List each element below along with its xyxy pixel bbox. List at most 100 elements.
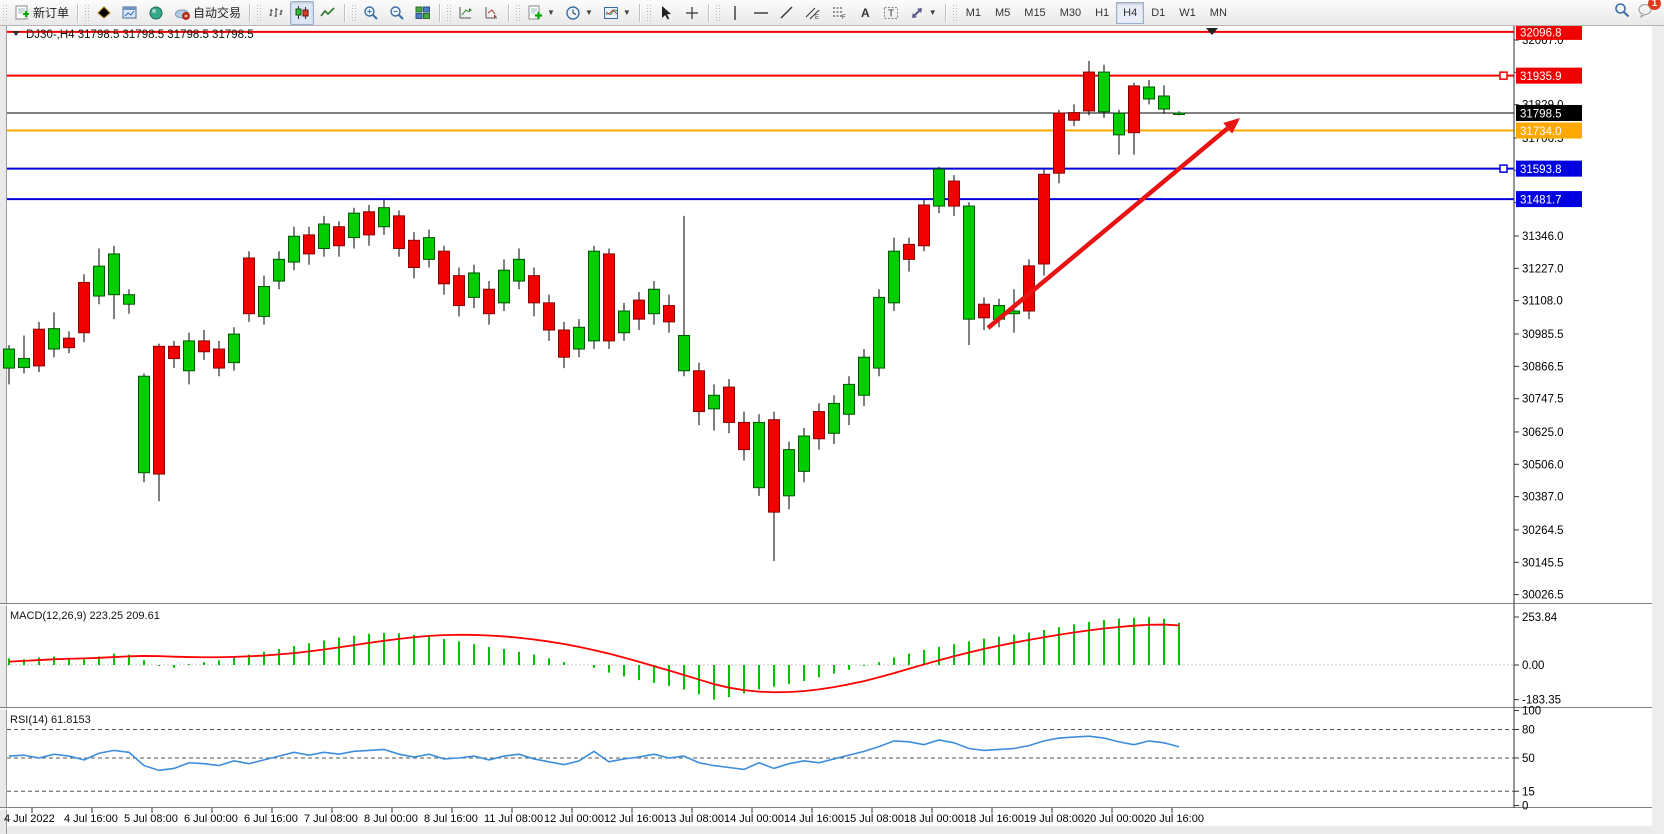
time-label: 6 Jul 16:00 [244,813,298,825]
shapes-icon [911,7,922,18]
trend-arrow-head[interactable] [1223,118,1240,134]
toolbar-drag-handle[interactable] [351,3,357,22]
toolbar-drag-handle[interactable] [515,3,521,22]
price-level-badges: 32096.8 31935.9 31798.5 31734.0 31593.8 31481… [1516,25,1582,208]
candlestick-series [3,60,1185,562]
price-badge-31593.8: 31593.8 [1520,164,1562,176]
navigator-button[interactable] [144,1,168,25]
time-label: 11 Jul 08:00 [484,813,543,825]
bear-candle [903,243,915,260]
toolbar-drag-handle[interactable] [256,3,262,22]
svg-text:30506.0: 30506.0 [1522,459,1564,471]
timeframe-h1-button[interactable]: H1 [1095,6,1110,19]
timeframe-m5-button[interactable]: M5 [995,6,1011,19]
bars-icon [269,7,283,17]
bear-candle [738,421,750,451]
timeframe-m1-button[interactable]: M1 [965,6,981,19]
trend-arrow-line[interactable] [986,126,1230,330]
timeframe-m30-button[interactable]: M30 [1059,6,1082,19]
shapes-tool-button[interactable]: ▼ [905,1,941,25]
price-level-lines[interactable] [7,30,1514,201]
notifications-button[interactable]: 1 [1638,0,1661,23]
search-button[interactable] [1614,2,1630,23]
horizontal-line-tool-button[interactable] [749,1,773,25]
main-chart-plot[interactable] [7,25,1514,602]
bear-candle [633,299,645,320]
level-line-handle[interactable] [1499,71,1508,80]
level-line-handle[interactable] [1499,164,1508,173]
cursor-tool-button[interactable] [654,1,678,25]
auto-trading-button[interactable]: 自动交易 [170,1,245,25]
template-button[interactable]: ▼ [599,1,635,25]
timeframe-m15-button[interactable]: M15 [1024,6,1046,19]
toolbar-drag-handle[interactable] [951,3,957,22]
svg-text:-183.35: -183.35 [1522,695,1561,707]
price-badge-31481.7: 31481.7 [1520,195,1562,207]
bull-candle [843,383,855,415]
zoom-out-button[interactable] [385,1,409,25]
line-chart-mode-button[interactable] [316,1,340,25]
svg-text:30145.5: 30145.5 [1522,557,1564,569]
tile-windows-button[interactable] [411,1,435,25]
timeframe-w1-button[interactable]: W1 [1179,6,1196,19]
bull-candle [228,333,240,364]
svg-text:50: 50 [1522,753,1535,765]
time-label: 6 Jul 00:00 [184,813,238,825]
chart-area[interactable]: DJ30-,H4 31798.5 31798.5 31798.5 31798.5… [0,25,1664,834]
toolbar-drag-handle[interactable] [645,3,651,22]
time-axis[interactable]: 4 Jul 2022 4 Jul 16:00 5 Jul 08:00 6 Jul 00… [4,808,1204,825]
add-indicator-button[interactable]: ▼ [523,1,559,25]
toolbar-drag-handle[interactable] [714,3,720,22]
svg-text:80: 80 [1522,725,1535,737]
bar-chart-mode-button[interactable] [264,1,288,25]
channel-icon: E [805,7,820,21]
bull-candle [753,421,765,489]
label-tool-button[interactable]: T [879,1,903,25]
bull-candle [708,394,720,410]
fibonacci-tool-button[interactable]: F [827,1,851,25]
bear-candle [408,239,420,269]
channel-tool-button[interactable]: E [801,1,825,25]
bear-candle [63,337,75,349]
search-icon [1615,3,1630,18]
dropdown-caret-icon[interactable]: ▼ [547,8,555,17]
data-window-button[interactable] [118,1,142,25]
new-order-button[interactable]: 新订单 [10,1,73,25]
neworder-icon [15,5,29,19]
dropdown-caret-icon[interactable]: ▼ [584,8,593,17]
bear-candle [153,345,165,475]
period-button[interactable]: ▼ [561,1,597,25]
toolbar-drag-handle[interactable] [84,3,90,22]
vertical-line-tool-button[interactable] [723,1,747,25]
zoom-in-button[interactable] [359,1,383,25]
market-watch-button[interactable] [92,1,116,25]
time-label: 13 Jul 08:00 [664,813,724,825]
vline-icon [734,5,736,20]
chart-shift-marker[interactable] [1206,28,1218,35]
crosshair-tool-button[interactable] [680,1,704,25]
shift-chart-button[interactable] [480,1,504,25]
chart-title-collapse-icon[interactable] [12,31,20,36]
dropdown-caret-icon[interactable]: ▼ [928,8,937,17]
macd-signal-line [8,623,1180,694]
svg-text:30747.5: 30747.5 [1522,394,1564,406]
timeframe-h4-button[interactable]: H4 [1116,1,1145,24]
timeframe-d1-button[interactable]: D1 [1151,6,1166,19]
bull-candle [288,235,300,263]
time-label: 8 Jul 16:00 [424,813,478,825]
toolbar-separator [77,3,80,22]
toolbar-drag-handle[interactable] [2,3,7,22]
bear-candle [693,370,705,413]
time-label: 20 Jul 16:00 [1144,813,1204,825]
price-badge-31734.0: 31734.0 [1520,126,1562,138]
trendline-tool-button[interactable] [775,1,799,25]
bear-candle [978,303,990,319]
text-tool-button[interactable]: A [853,1,877,25]
timeframe-group: M1 M5 M15 M30 H1 H4 D1 W1 MN [959,0,1234,25]
toolbar-drag-handle[interactable] [446,3,452,22]
bear-candle [303,234,315,255]
candlestick-mode-button[interactable] [290,0,315,25]
dropdown-caret-icon[interactable]: ▼ [622,8,631,17]
timeframe-mn-button[interactable]: MN [1209,6,1227,19]
arrange-charts-button[interactable] [454,1,478,25]
